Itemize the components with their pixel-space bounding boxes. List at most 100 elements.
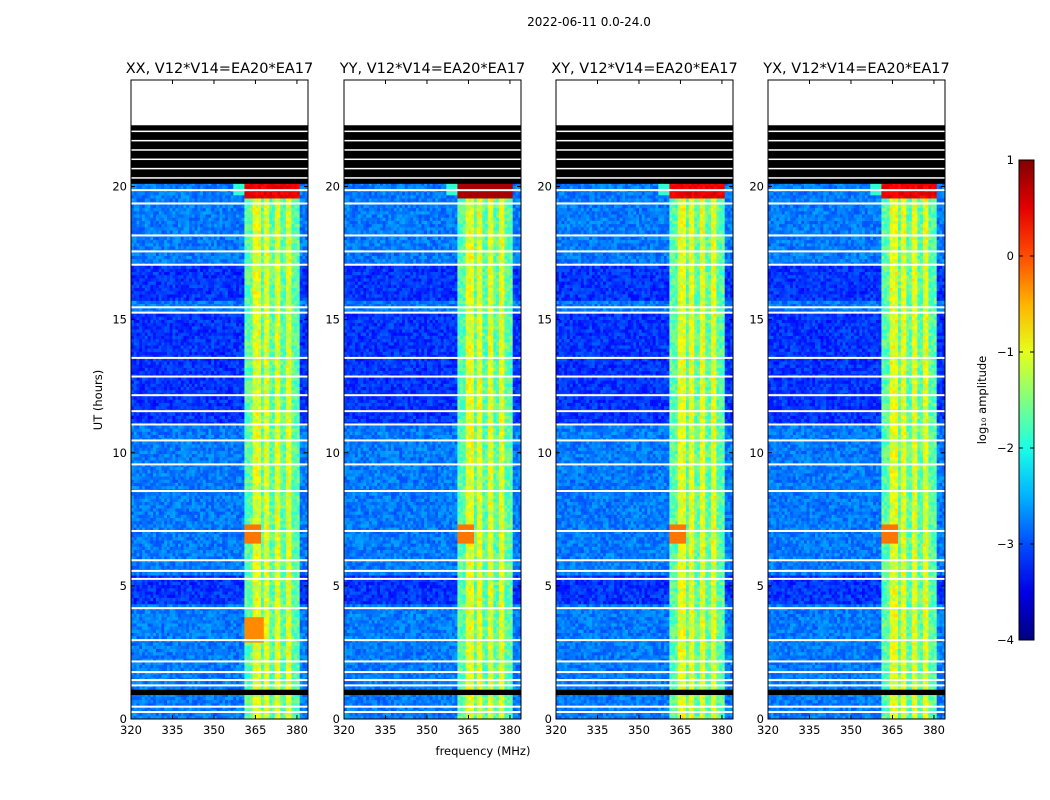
heatmap-cell	[169, 712, 173, 717]
heatmap-cell	[175, 661, 179, 665]
heatmap-cell	[277, 620, 281, 624]
heatmap-cell	[222, 706, 226, 710]
heatmap-cell	[236, 594, 240, 598]
heatmap-cell	[178, 536, 182, 541]
heatmap-cell	[216, 520, 220, 525]
heatmap-cell	[189, 584, 193, 589]
heatmap-cell	[222, 495, 226, 499]
heatmap-cell	[274, 575, 278, 579]
heatmap-cell	[283, 514, 287, 518]
heatmap-cell	[147, 546, 151, 550]
heatmap-cell	[172, 584, 176, 589]
heatmap-cell	[283, 479, 287, 483]
heatmap-cell	[169, 613, 173, 618]
heatmap-cell	[249, 533, 254, 538]
heatmap-cell	[233, 687, 237, 691]
heatmap-cell	[211, 635, 215, 640]
heatmap-cell	[299, 501, 303, 506]
heatmap-cell	[272, 530, 276, 534]
heatmap-cell	[244, 604, 248, 608]
heatmap-cell	[208, 504, 212, 509]
heatmap-cell	[263, 476, 267, 480]
heatmap-cell	[131, 466, 135, 471]
heatmap-cell	[222, 492, 226, 496]
heatmap-cell	[139, 635, 143, 640]
heatmap-cell	[222, 549, 226, 554]
heatmap-cell	[139, 508, 143, 512]
heatmap-cell	[288, 482, 292, 487]
heatmap-cell	[222, 533, 226, 538]
heatmap-cell	[153, 495, 157, 499]
heatmap-cell	[283, 543, 287, 547]
heatmap-cell	[247, 482, 251, 487]
heatmap-cell	[219, 658, 223, 662]
heatmap-cell	[230, 661, 234, 665]
heatmap-cell	[131, 533, 135, 538]
heatmap-cell	[180, 527, 184, 531]
heatmap-cell	[252, 696, 256, 701]
heatmap-cell	[161, 664, 165, 669]
heatmap-cell	[147, 527, 151, 531]
heatmap-cell	[294, 498, 298, 502]
heatmap-cell	[249, 661, 254, 665]
heatmap-cell	[211, 600, 215, 605]
heatmap-cell	[208, 562, 212, 566]
heatmap-cell	[230, 581, 234, 586]
heatmap-cell	[205, 693, 209, 697]
heatmap-cell	[164, 661, 168, 665]
heatmap-cell	[244, 693, 248, 697]
heatmap-cell	[161, 715, 165, 719]
heatmap-cell	[153, 604, 157, 608]
heatmap-cell	[272, 540, 276, 544]
heatmap-cell	[225, 629, 229, 633]
heatmap-cell	[236, 546, 240, 550]
heatmap-cell	[263, 613, 267, 618]
heatmap-cell	[272, 533, 276, 538]
heatmap-cell	[272, 632, 276, 637]
heatmap-cell	[252, 517, 256, 522]
heatmap-cell	[280, 469, 284, 474]
heatmap-cell	[252, 664, 256, 669]
heatmap-cell	[142, 514, 146, 518]
heatmap-cell	[139, 588, 143, 592]
heatmap-cell	[294, 703, 298, 707]
heatmap-cell	[291, 645, 295, 649]
heatmap-cell	[302, 527, 306, 531]
heatmap-cell	[294, 527, 298, 531]
heatmap-cell	[258, 581, 262, 586]
heatmap-cell	[202, 610, 207, 614]
heatmap-cell	[305, 648, 308, 653]
heatmap-cell	[305, 549, 308, 554]
heatmap-cell	[285, 549, 290, 554]
heatmap-cell	[200, 620, 204, 624]
heatmap-cell	[214, 623, 218, 627]
heatmap-cell	[249, 632, 254, 637]
heatmap-cell	[197, 584, 201, 589]
heatmap-cell	[133, 706, 137, 710]
heatmap-cell	[189, 533, 193, 538]
heatmap-cell	[244, 712, 248, 717]
heatmap-cell	[288, 658, 292, 662]
heatmap-cell	[189, 658, 193, 662]
heatmap-cell	[241, 556, 245, 560]
heatmap-cell	[183, 556, 187, 560]
heatmap-cell	[211, 655, 215, 659]
heatmap-cell	[247, 600, 251, 605]
heatmap-cell	[296, 658, 301, 662]
heatmap-cell	[133, 597, 137, 602]
heatmap-cell	[299, 562, 303, 566]
heatmap-cell	[180, 469, 184, 474]
heatmap-cell	[183, 597, 187, 602]
heatmap-cell	[200, 658, 204, 662]
heatmap-cell	[197, 600, 201, 605]
heatmap-cell	[155, 508, 160, 512]
heatmap-cell	[202, 680, 207, 685]
heatmap-cell	[219, 514, 223, 518]
heatmap-cell	[291, 520, 295, 525]
heatmap-cell	[153, 540, 157, 544]
heatmap-cell	[230, 556, 234, 560]
heatmap-cell	[230, 658, 234, 662]
heatmap-cell	[191, 565, 195, 570]
heatmap-cell	[222, 511, 226, 515]
heatmap-cell	[139, 552, 143, 557]
